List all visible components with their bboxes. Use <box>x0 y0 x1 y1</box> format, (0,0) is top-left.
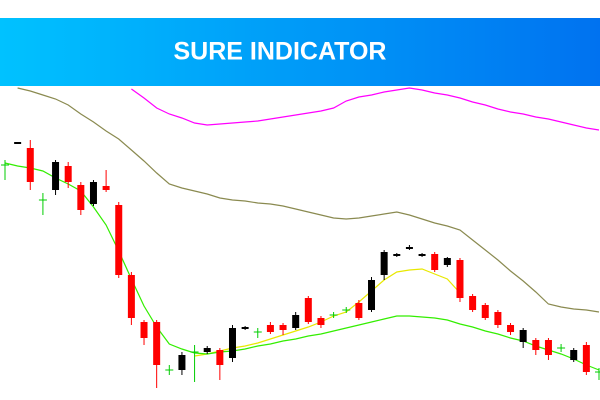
title: SURE INDICATOR <box>174 38 387 66</box>
candle-body <box>64 166 72 182</box>
plot-area <box>1 87 600 388</box>
candle-body <box>52 162 60 190</box>
candle-body <box>393 254 401 256</box>
banner <box>0 18 600 86</box>
candle-body <box>368 280 376 310</box>
candle-body <box>469 296 477 310</box>
candle-body <box>418 254 426 256</box>
candle-body <box>570 350 578 360</box>
candle-body <box>115 205 123 275</box>
candle-body <box>153 322 161 365</box>
indicator-line <box>131 87 600 131</box>
candle-body <box>456 260 464 298</box>
candle-body <box>582 345 590 372</box>
candle-body <box>266 325 274 332</box>
candle-body <box>26 148 34 182</box>
indicator-line <box>17 87 600 313</box>
candle-body <box>544 340 552 355</box>
candle-body <box>494 312 502 325</box>
candle-body <box>405 247 413 249</box>
candle-body <box>481 305 489 318</box>
candle-body <box>317 318 325 325</box>
candle-body <box>102 186 110 190</box>
candle-body <box>279 325 287 330</box>
candle-body <box>77 185 85 210</box>
candle-body <box>355 303 363 318</box>
candle-body <box>140 322 148 338</box>
indicator-line <box>4 162 600 371</box>
candle-body <box>380 252 388 275</box>
candle-body <box>443 258 451 265</box>
candle-body <box>519 330 527 342</box>
candle-body <box>304 298 312 322</box>
candle-body <box>89 182 97 204</box>
candle-body <box>178 355 186 370</box>
candle-body <box>127 275 135 318</box>
candle-body <box>292 315 300 328</box>
candle-body <box>241 327 249 329</box>
indicator-line <box>194 268 461 357</box>
candle-body <box>507 325 515 332</box>
candle-body <box>431 254 439 270</box>
candle-body <box>14 142 22 144</box>
candle-body <box>532 340 540 350</box>
candle-body <box>216 350 224 365</box>
candle-body <box>203 348 211 352</box>
candle-body <box>228 328 236 358</box>
